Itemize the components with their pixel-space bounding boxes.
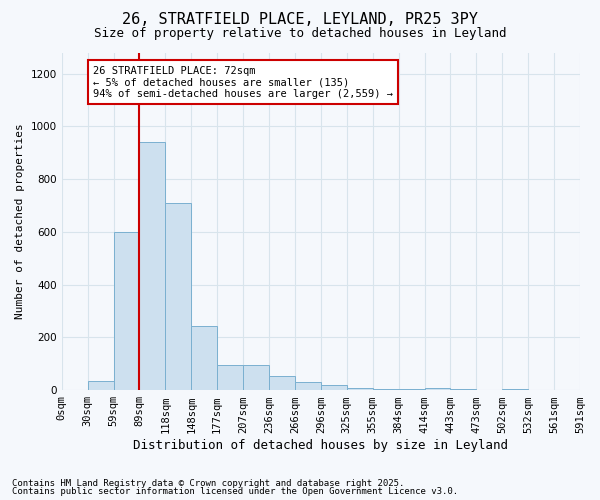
Text: Contains HM Land Registry data © Crown copyright and database right 2025.: Contains HM Land Registry data © Crown c… bbox=[12, 478, 404, 488]
Bar bbox=[191, 326, 217, 390]
Title: 26, STRATFIELD PLACE, LEYLAND, PR25 3PY
Size of property relative to detached ho: 26, STRATFIELD PLACE, LEYLAND, PR25 3PY … bbox=[0, 499, 1, 500]
Bar bbox=[217, 365, 243, 390]
Y-axis label: Number of detached properties: Number of detached properties bbox=[15, 124, 25, 319]
Bar bbox=[88, 381, 113, 390]
Text: 26 STRATFIELD PLACE: 72sqm
← 5% of detached houses are smaller (135)
94% of semi: 26 STRATFIELD PLACE: 72sqm ← 5% of detac… bbox=[93, 66, 393, 99]
X-axis label: Distribution of detached houses by size in Leyland: Distribution of detached houses by size … bbox=[133, 440, 508, 452]
Text: 26, STRATFIELD PLACE, LEYLAND, PR25 3PY: 26, STRATFIELD PLACE, LEYLAND, PR25 3PY bbox=[122, 12, 478, 28]
Bar bbox=[166, 203, 191, 390]
Bar bbox=[243, 365, 269, 390]
Bar bbox=[295, 382, 321, 390]
Bar bbox=[347, 388, 373, 390]
Bar bbox=[139, 142, 166, 390]
Bar bbox=[373, 389, 398, 390]
Bar bbox=[425, 388, 451, 390]
Text: Size of property relative to detached houses in Leyland: Size of property relative to detached ho… bbox=[94, 28, 506, 40]
Text: Contains public sector information licensed under the Open Government Licence v3: Contains public sector information licen… bbox=[12, 487, 458, 496]
Bar bbox=[321, 385, 347, 390]
Bar bbox=[113, 232, 139, 390]
Bar bbox=[269, 376, 295, 390]
